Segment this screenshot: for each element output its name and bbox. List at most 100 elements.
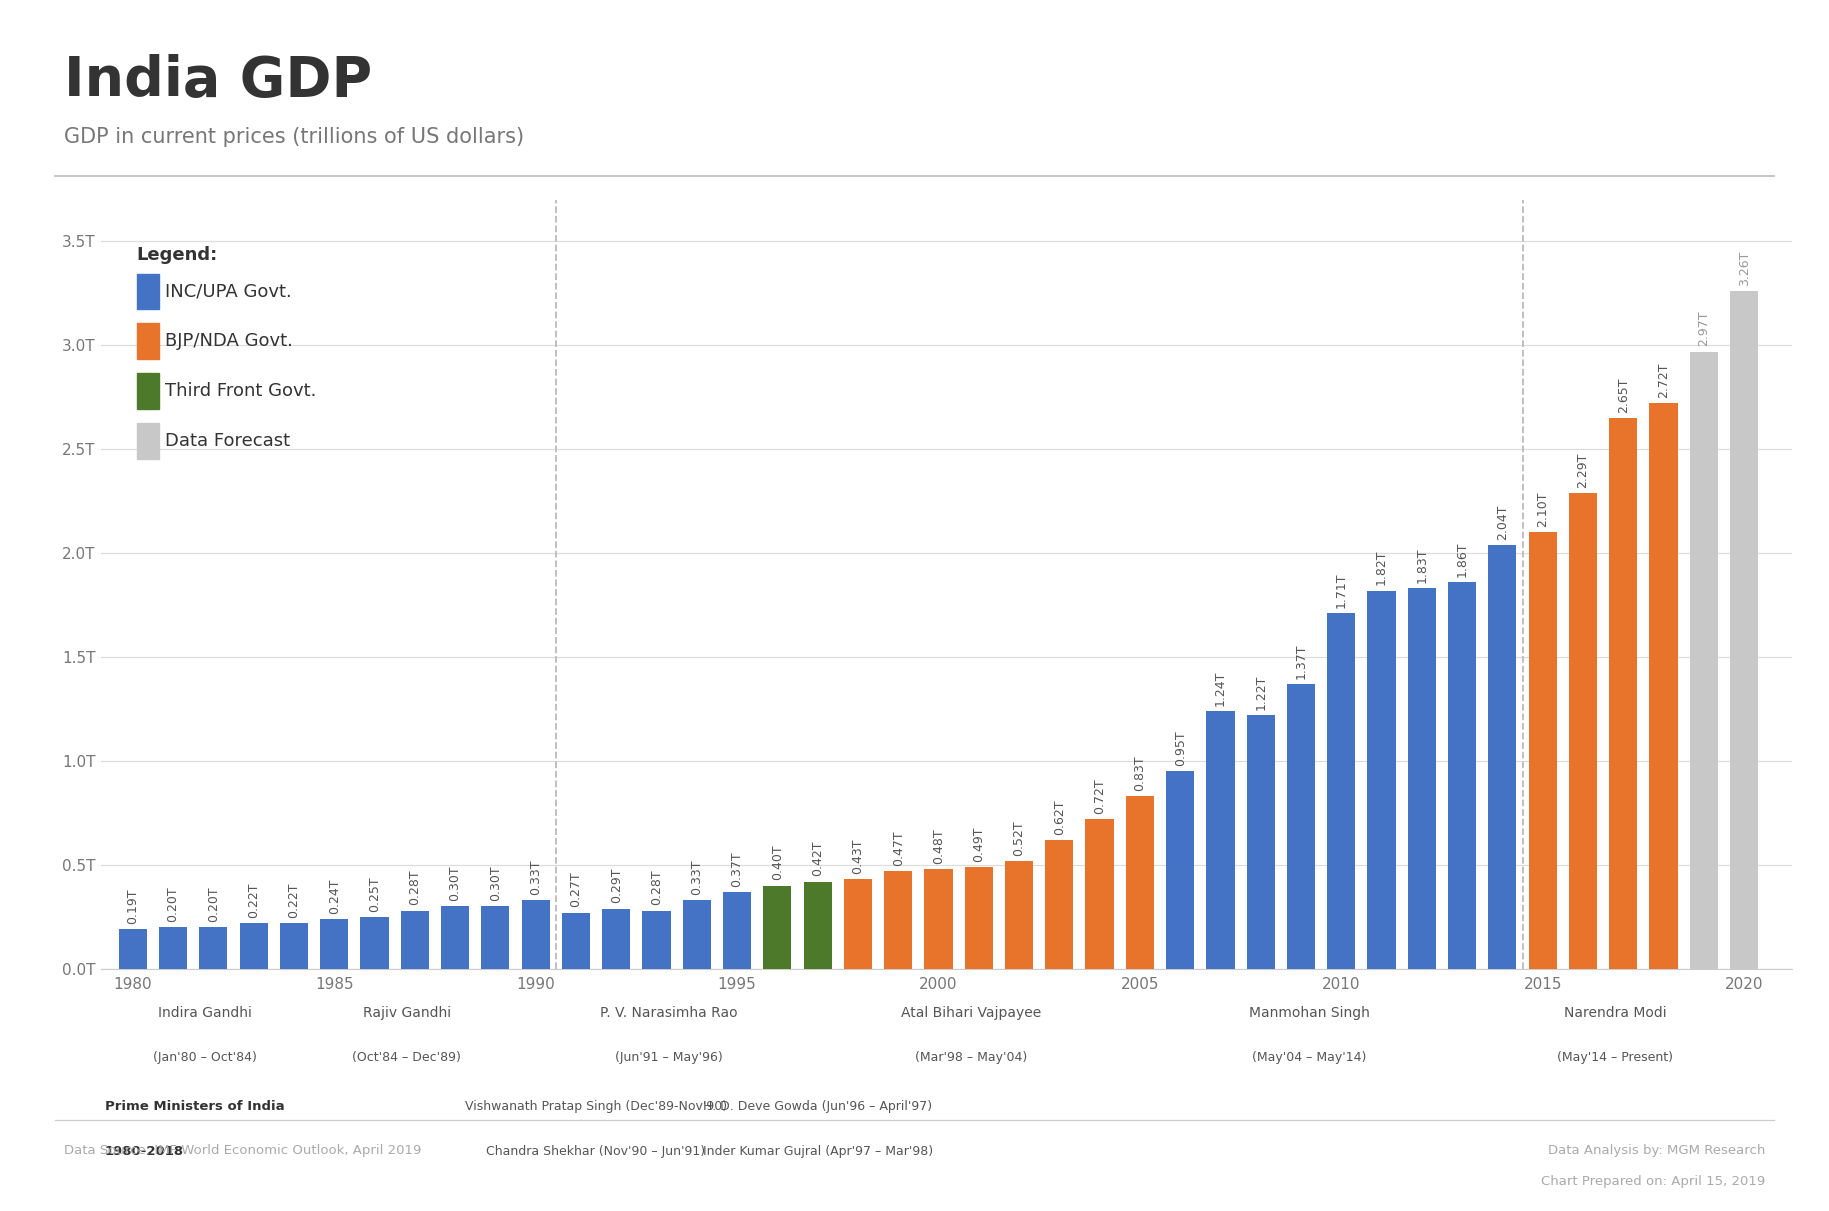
Text: (May'04 – May'14): (May'04 – May'14) <box>1251 1051 1366 1064</box>
Bar <box>1004 861 1033 969</box>
Bar <box>1610 418 1637 969</box>
Bar <box>1328 614 1355 969</box>
Text: Prime Ministers of India: Prime Ministers of India <box>104 1101 283 1113</box>
Bar <box>964 867 993 969</box>
Text: 0.28T: 0.28T <box>649 869 662 906</box>
Text: 0.72T: 0.72T <box>1094 779 1107 814</box>
FancyBboxPatch shape <box>137 323 159 358</box>
Text: Indira Gandhi: Indira Gandhi <box>159 1006 252 1020</box>
Text: 0.29T: 0.29T <box>609 868 622 903</box>
Text: 0.48T: 0.48T <box>933 828 946 863</box>
Text: 0.47T: 0.47T <box>893 831 905 866</box>
Text: Chandra Shekhar (Nov'90 – Jun'91): Chandra Shekhar (Nov'90 – Jun'91) <box>487 1146 706 1158</box>
Text: Vishwanath Pratap Singh (Dec'89-Nov'90): Vishwanath Pratap Singh (Dec'89-Nov'90) <box>465 1101 728 1113</box>
Text: INC/UPA Govt.: INC/UPA Govt. <box>165 282 293 300</box>
Text: 0.33T: 0.33T <box>690 860 704 895</box>
Text: 0.20T: 0.20T <box>207 886 219 922</box>
Text: 1.82T: 1.82T <box>1375 550 1388 585</box>
Bar <box>1127 797 1154 969</box>
Text: 0.83T: 0.83T <box>1134 756 1147 791</box>
Bar <box>1085 819 1114 969</box>
Bar <box>240 923 267 969</box>
Bar <box>320 919 348 969</box>
Text: India GDP: India GDP <box>64 54 371 109</box>
Bar <box>1044 840 1074 969</box>
Bar <box>1650 403 1677 969</box>
Text: 2.72T: 2.72T <box>1657 363 1670 398</box>
Text: (Mar'98 – May'04): (Mar'98 – May'04) <box>914 1051 1026 1064</box>
Text: BJP/NDA Govt.: BJP/NDA Govt. <box>165 332 293 350</box>
Bar <box>1167 771 1194 969</box>
Text: 0.19T: 0.19T <box>126 889 139 924</box>
Text: 2.04T: 2.04T <box>1496 504 1509 540</box>
Bar <box>1288 684 1315 969</box>
Bar <box>280 923 307 969</box>
Bar <box>1690 351 1717 969</box>
Text: Inder Kumar Gujral (Apr'97 – Mar'98): Inder Kumar Gujral (Apr'97 – Mar'98) <box>702 1146 933 1158</box>
Bar <box>682 900 711 969</box>
Text: GDP in current prices (trillions of US dollars): GDP in current prices (trillions of US d… <box>64 127 525 148</box>
Text: 0.28T: 0.28T <box>408 869 421 906</box>
Bar <box>481 907 510 969</box>
Text: 0.33T: 0.33T <box>529 860 541 895</box>
Bar <box>883 871 913 969</box>
Text: 0.20T: 0.20T <box>166 886 179 922</box>
Text: Rajiv Gandhi: Rajiv Gandhi <box>362 1006 450 1020</box>
Text: 1.71T: 1.71T <box>1335 573 1348 608</box>
Bar <box>199 928 227 969</box>
Text: 0.30T: 0.30T <box>488 866 501 901</box>
Text: 1.37T: 1.37T <box>1295 643 1308 679</box>
Bar <box>1207 711 1235 969</box>
Text: 2.10T: 2.10T <box>1536 492 1549 527</box>
Text: 0.43T: 0.43T <box>850 839 865 874</box>
Text: Legend:: Legend: <box>137 246 218 264</box>
Text: 0.27T: 0.27T <box>569 872 582 907</box>
Text: 0.37T: 0.37T <box>730 851 744 886</box>
Text: 0.52T: 0.52T <box>1013 820 1026 855</box>
Text: Chart Prepared on: April 15, 2019: Chart Prepared on: April 15, 2019 <box>1540 1175 1765 1188</box>
Bar <box>642 911 671 969</box>
Text: P. V. Narasimha Rao: P. V. Narasimha Rao <box>600 1006 737 1020</box>
Text: H. D. Deve Gowda (Jun'96 – April'97): H. D. Deve Gowda (Jun'96 – April'97) <box>702 1101 933 1113</box>
Text: (Jun'91 – May'96): (Jun'91 – May'96) <box>615 1051 722 1064</box>
Text: 0.24T: 0.24T <box>327 878 340 914</box>
Bar <box>1489 545 1516 969</box>
Text: 0.49T: 0.49T <box>973 826 986 862</box>
Text: (Jan'80 – Oct'84): (Jan'80 – Oct'84) <box>154 1051 258 1064</box>
Text: 1.24T: 1.24T <box>1214 671 1227 706</box>
Bar <box>360 917 388 969</box>
Text: Third Front Govt.: Third Front Govt. <box>165 381 316 400</box>
Text: 2.65T: 2.65T <box>1617 378 1630 413</box>
FancyBboxPatch shape <box>137 274 159 309</box>
Bar <box>843 879 872 969</box>
Text: (Oct'84 – Dec'89): (Oct'84 – Dec'89) <box>353 1051 461 1064</box>
Text: 1980-2018: 1980-2018 <box>104 1146 183 1158</box>
Text: 0.62T: 0.62T <box>1054 799 1066 834</box>
Bar <box>1449 582 1476 969</box>
Text: 0.22T: 0.22T <box>247 883 260 918</box>
Text: 1.86T: 1.86T <box>1456 541 1469 576</box>
Text: Data Forecast: Data Forecast <box>165 432 291 450</box>
Text: Narendra Modi: Narendra Modi <box>1564 1006 1666 1020</box>
Text: Atal Bihari Vajpayee: Atal Bihari Vajpayee <box>900 1006 1041 1020</box>
Text: (May'14 – Present): (May'14 – Present) <box>1556 1051 1674 1064</box>
Bar <box>1529 533 1556 969</box>
Bar <box>159 928 187 969</box>
Bar <box>441 907 470 969</box>
Text: 2.29T: 2.29T <box>1577 452 1589 488</box>
Bar <box>521 900 551 969</box>
Text: 0.42T: 0.42T <box>810 840 825 877</box>
Bar <box>763 885 792 969</box>
Text: 0.30T: 0.30T <box>448 866 461 901</box>
Bar <box>1730 292 1758 969</box>
Text: 0.95T: 0.95T <box>1174 730 1187 767</box>
Text: 3.26T: 3.26T <box>1738 251 1750 286</box>
Text: 0.40T: 0.40T <box>770 845 785 880</box>
FancyBboxPatch shape <box>137 423 159 459</box>
Text: Data Analysis by: MGM Research: Data Analysis by: MGM Research <box>1547 1144 1765 1158</box>
Text: 0.22T: 0.22T <box>287 883 300 918</box>
Bar <box>722 891 752 969</box>
Bar <box>1368 591 1396 969</box>
Bar <box>401 911 428 969</box>
Bar <box>1408 589 1436 969</box>
